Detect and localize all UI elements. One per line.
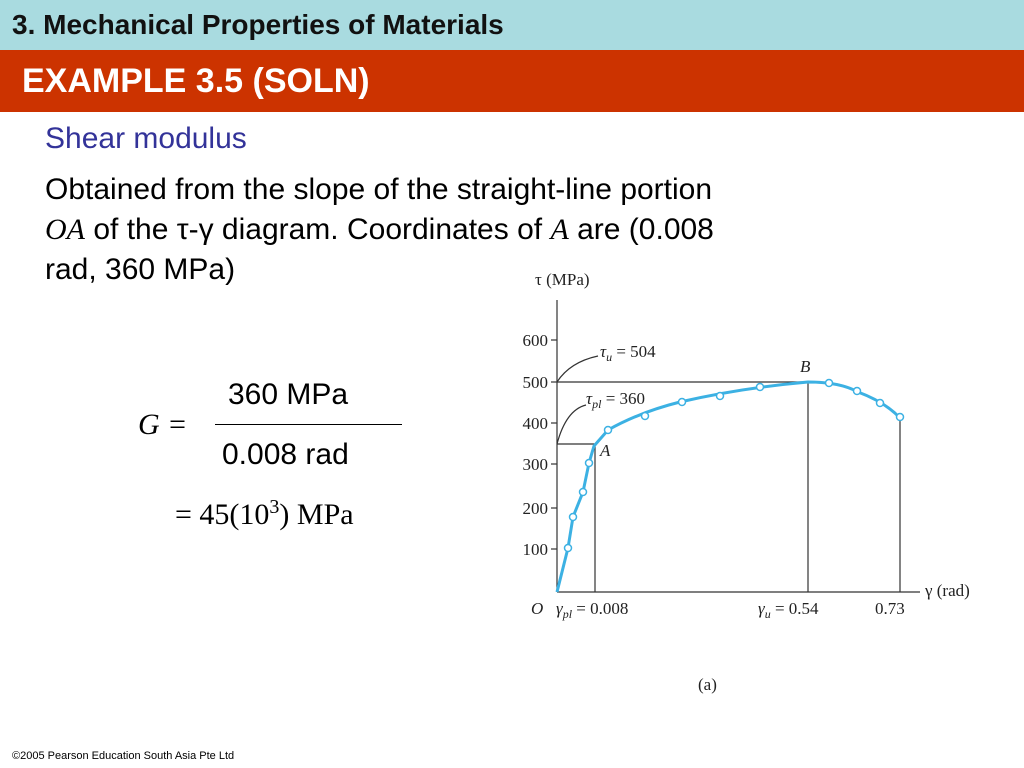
x-axis-label: γ (rad) <box>924 581 970 600</box>
point <box>603 425 613 435</box>
point <box>755 382 765 392</box>
annotation: τu = 504 <box>600 342 656 364</box>
text: 3 <box>269 496 280 518</box>
point <box>875 398 885 408</box>
footer: ©2005 Pearson Education South Asia Pte L… <box>12 750 235 762</box>
point <box>895 412 905 422</box>
y-axis-label: τ (MPa) <box>535 270 590 289</box>
text: = 504 <box>612 342 656 361</box>
denominator: 0.008 rad <box>222 438 349 471</box>
text: = 45(10 <box>175 498 270 531</box>
y-tick-label: 500 <box>523 373 549 392</box>
point-label: B <box>800 357 811 376</box>
x-label: γu = 0.54 <box>758 599 819 621</box>
heading: Shear modulus <box>45 122 247 155</box>
text: OA <box>45 213 85 246</box>
point <box>584 458 594 468</box>
x-label: 0.73 <box>875 599 905 618</box>
caption: (a) <box>698 675 717 694</box>
point <box>640 411 650 421</box>
point <box>568 512 578 522</box>
point <box>563 543 573 553</box>
text: Obtained from the slope of the straight-… <box>45 173 713 206</box>
text: rad, 360 MPa) <box>45 253 236 286</box>
text: pl <box>591 397 602 411</box>
text: = 0.008 <box>572 599 628 618</box>
x-label: γpl = 0.008 <box>556 599 628 621</box>
slide-title: 3. Mechanical Properties of Materials <box>12 9 504 40</box>
y-tick-label: 100 <box>523 540 549 559</box>
numerator: 360 MPa <box>228 378 349 411</box>
slide-subtitle: EXAMPLE 3.5 (SOLN) <box>22 62 370 100</box>
point <box>715 391 725 401</box>
title-bar: EXAMPLE 3.5 (SOLN) <box>0 50 1024 112</box>
origin-label: O <box>531 599 543 618</box>
text: γ <box>758 599 766 618</box>
stress-strain-curve <box>555 380 902 593</box>
y-tick-label: 200 <box>523 499 549 518</box>
text: γ <box>556 599 564 618</box>
point <box>852 386 862 396</box>
text: τ <box>586 389 593 408</box>
y-tick-label: 600 <box>523 331 549 350</box>
point-label: A <box>599 441 611 460</box>
fraction-bar <box>215 424 402 425</box>
text: τ <box>600 342 607 361</box>
text: ) MPa <box>279 498 354 531</box>
text: = 0.54 <box>771 599 819 618</box>
annotation: τpl = 360 <box>586 389 645 411</box>
text: are (0.008 <box>577 213 714 246</box>
text: of the τ-γ diagram. Coordinates of <box>93 213 543 246</box>
point <box>824 378 834 388</box>
point <box>677 397 687 407</box>
leader <box>556 355 599 383</box>
text: u <box>606 350 612 364</box>
text: = 360 <box>601 389 645 408</box>
equation-lhs: G = <box>138 408 187 442</box>
data-points <box>563 378 905 553</box>
top-bar: 3. Mechanical Properties of Materials <box>0 0 1024 50</box>
text: u <box>765 607 771 621</box>
y-tick-label: 400 <box>523 414 549 433</box>
paragraph: Obtained from the slope of the straight-… <box>45 170 1005 290</box>
text: G = <box>138 408 188 441</box>
leader <box>556 404 587 445</box>
text: A <box>550 213 569 246</box>
y-tick-label: 300 <box>523 455 549 474</box>
point <box>578 487 588 497</box>
equation-result: = 45(103) MPa <box>175 496 354 532</box>
axes <box>551 300 920 593</box>
text: pl <box>562 607 573 621</box>
